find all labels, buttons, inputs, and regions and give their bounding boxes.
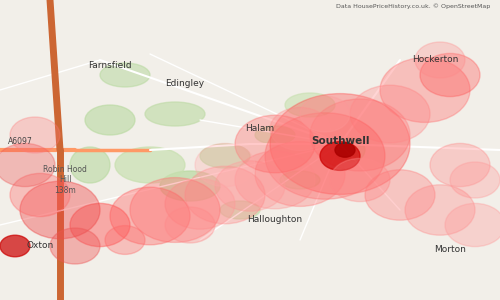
Ellipse shape <box>310 99 410 171</box>
Ellipse shape <box>285 93 335 117</box>
Ellipse shape <box>145 102 205 126</box>
Ellipse shape <box>130 178 220 242</box>
Ellipse shape <box>335 143 355 157</box>
Ellipse shape <box>200 144 250 168</box>
Ellipse shape <box>220 201 260 219</box>
Ellipse shape <box>0 143 55 187</box>
Ellipse shape <box>50 228 100 264</box>
Ellipse shape <box>115 147 185 183</box>
Ellipse shape <box>10 173 70 217</box>
Ellipse shape <box>215 161 285 211</box>
Ellipse shape <box>10 117 60 153</box>
Text: A6097: A6097 <box>8 136 32 146</box>
Ellipse shape <box>265 113 385 199</box>
Ellipse shape <box>280 171 320 189</box>
Ellipse shape <box>185 166 265 224</box>
Text: Southwell: Southwell <box>311 136 369 146</box>
Ellipse shape <box>450 162 500 198</box>
Ellipse shape <box>100 63 150 87</box>
Ellipse shape <box>160 171 220 201</box>
Text: Morton: Morton <box>434 244 466 253</box>
Ellipse shape <box>105 226 145 254</box>
Ellipse shape <box>195 143 255 187</box>
Ellipse shape <box>235 151 315 209</box>
Ellipse shape <box>335 138 365 162</box>
Ellipse shape <box>270 94 410 194</box>
Ellipse shape <box>365 170 435 220</box>
Ellipse shape <box>165 207 215 243</box>
Ellipse shape <box>70 203 130 247</box>
Ellipse shape <box>350 85 430 143</box>
Text: Oxton: Oxton <box>26 242 54 250</box>
Ellipse shape <box>300 96 350 132</box>
Ellipse shape <box>420 53 480 97</box>
Text: Farnsfield: Farnsfield <box>88 61 132 70</box>
Ellipse shape <box>330 158 390 202</box>
Text: Robin Hood
Hill
138m: Robin Hood Hill 138m <box>43 165 87 195</box>
Ellipse shape <box>405 185 475 235</box>
Ellipse shape <box>320 142 360 170</box>
Ellipse shape <box>270 107 330 151</box>
Ellipse shape <box>380 58 470 122</box>
Text: Edingley: Edingley <box>166 80 204 88</box>
Ellipse shape <box>445 203 500 247</box>
Ellipse shape <box>235 115 315 173</box>
Text: Hockerton: Hockerton <box>412 56 458 64</box>
Ellipse shape <box>0 235 30 257</box>
Ellipse shape <box>110 187 190 245</box>
Text: Halloughton: Halloughton <box>248 214 302 224</box>
Ellipse shape <box>70 147 110 183</box>
Text: Data HousePriceHistory.co.uk. © OpenStreetMap: Data HousePriceHistory.co.uk. © OpenStre… <box>336 3 490 9</box>
Ellipse shape <box>20 181 100 239</box>
Ellipse shape <box>415 42 465 78</box>
Ellipse shape <box>165 179 235 229</box>
Text: Halam: Halam <box>246 124 274 134</box>
Ellipse shape <box>255 142 345 206</box>
Ellipse shape <box>255 126 295 144</box>
Ellipse shape <box>430 143 490 187</box>
Ellipse shape <box>85 105 135 135</box>
